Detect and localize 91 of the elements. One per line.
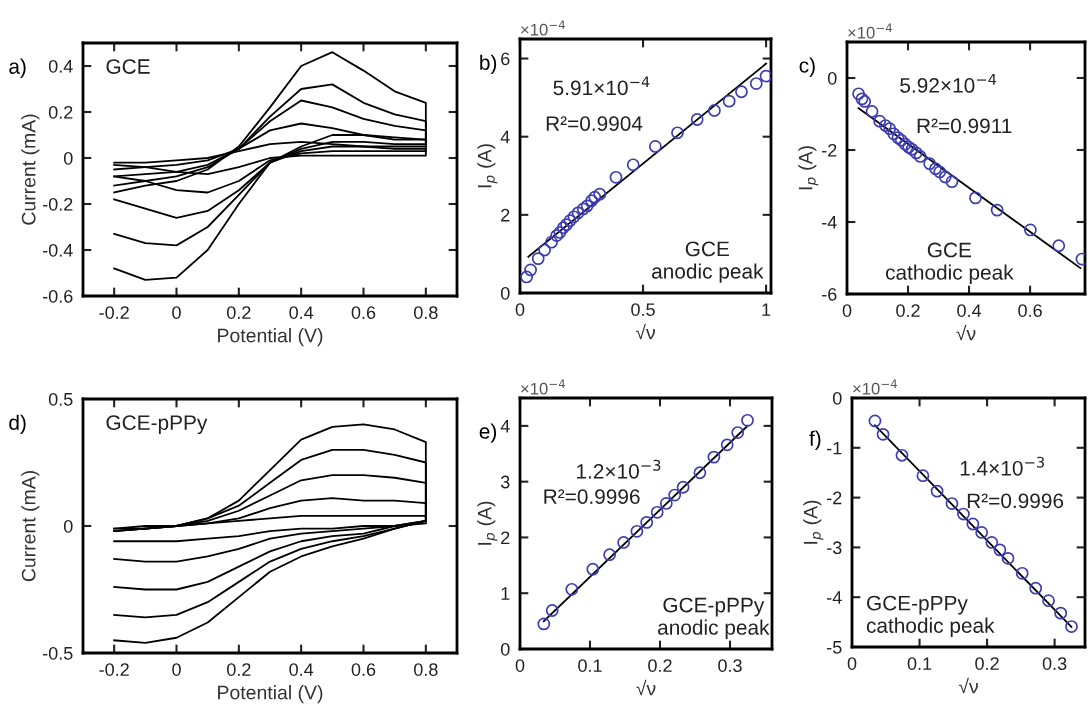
y-tick-label: 0 xyxy=(500,642,510,656)
y-tick-label: 0 xyxy=(63,519,73,533)
y-tick-label: -5 xyxy=(827,641,842,654)
annotation: GCE-pPPy cathodic peak xyxy=(866,595,995,638)
text: ×10$^{−4}$ xyxy=(853,379,897,395)
x-tick-label: 0.2 xyxy=(975,657,999,670)
x-tick-label: 0.2 xyxy=(896,304,920,317)
x-tick-label: 0 xyxy=(515,659,525,672)
text: ×10$^{−4}$ xyxy=(521,379,565,395)
y-tick-label: -6 xyxy=(822,287,837,301)
y-tick-label: -2 xyxy=(827,491,842,505)
y-tick-label: 6 xyxy=(501,52,510,66)
y-tick-label: 4 xyxy=(500,420,510,433)
x-axis-title: √ν xyxy=(635,323,655,340)
x-tick-label: 0.3 xyxy=(718,659,742,672)
x-tick-label: 0.6 xyxy=(351,663,376,676)
y-tick-label: -0.6 xyxy=(42,289,73,303)
x-axis-title: Potential (V) xyxy=(218,328,323,347)
y-tick-label: 0 xyxy=(827,71,837,85)
x-tick-label: 0.4 xyxy=(957,304,982,317)
x-tick-label: -0.2 xyxy=(99,663,129,676)
x-tick-label: 0.4 xyxy=(289,306,314,319)
x-tick-label: 0 xyxy=(172,663,181,676)
x-tick-label: 0.4 xyxy=(289,663,314,676)
annotation: R²=0.9996 xyxy=(967,493,1064,509)
y-tick-label: -4 xyxy=(827,591,842,604)
x-tick-label: 0 xyxy=(842,304,852,317)
x-axis-title: √ν xyxy=(958,677,978,694)
annotation: GCE-pPPy anodic peak xyxy=(658,597,770,639)
y-tick-label: 2 xyxy=(501,531,510,544)
x-tick-label: 0.2 xyxy=(648,659,672,672)
y-tick-label: -0.5 xyxy=(42,646,73,660)
y-axis-title: I$_{p}$ (A) xyxy=(477,501,498,545)
text: f) xyxy=(809,430,821,451)
y-axis-title: Current (mA) xyxy=(21,471,40,582)
text: a) xyxy=(9,58,26,78)
annotation: 1.4×10$^{−3}$ xyxy=(960,456,1045,476)
annotation: GCE cathodic peak xyxy=(885,242,1014,284)
text: ×10$^{−4}$ xyxy=(848,23,892,39)
y-tick-label: -2 xyxy=(822,143,837,157)
x-tick-label: -0.2 xyxy=(99,306,129,319)
annotation: GCE xyxy=(106,59,150,74)
x-tick-label: 0.5 xyxy=(631,303,655,316)
x-tick-label: 0.6 xyxy=(351,306,376,319)
text: b) xyxy=(480,54,497,75)
x-axis-title: √ν xyxy=(636,679,656,696)
annotation: R²=0.9904 xyxy=(546,116,643,131)
annotation: R²=0.9996 xyxy=(544,489,640,504)
text: e) xyxy=(479,423,497,443)
y-axis-title: I$_{p}$ (A) xyxy=(803,500,824,544)
y-tick-label: 1 xyxy=(501,587,510,600)
annotation: 1.2×10$^{−3}$ xyxy=(577,459,661,479)
x-tick-label: 0.2 xyxy=(226,306,251,319)
y-tick-label: 0.2 xyxy=(48,105,73,119)
y-tick-label: 0 xyxy=(500,286,510,300)
y-tick-label: 4 xyxy=(500,130,510,144)
text: c) xyxy=(799,57,815,77)
annotation: 5.92×10$^{−4}$ xyxy=(900,74,997,93)
x-tick-label: 0.3 xyxy=(1042,657,1067,670)
y-tick-label: 3 xyxy=(500,475,510,489)
x-axis-title: √ν xyxy=(956,324,976,341)
x-tick-label: 0.2 xyxy=(226,663,251,676)
x-tick-label: 0.1 xyxy=(907,657,932,670)
text: ×10$^{−4}$ xyxy=(521,20,565,36)
y-tick-label: 0 xyxy=(832,391,842,405)
y-tick-label: -0.4 xyxy=(42,243,73,257)
y-axis-title: I$_{p}$ (A) xyxy=(477,144,498,188)
x-axis-title: Potential (V) xyxy=(218,685,323,704)
x-tick-label: 0 xyxy=(172,306,181,319)
y-tick-label: 0 xyxy=(63,151,73,165)
annotation: GCE-pPPy xyxy=(106,415,208,435)
x-tick-label: 0 xyxy=(847,657,857,670)
x-tick-label: 0.8 xyxy=(413,663,438,676)
y-axis-title: Current (mA) xyxy=(21,114,40,225)
annotation: GCE anodic peak xyxy=(652,241,764,283)
x-tick-label: 0.8 xyxy=(413,306,438,319)
y-tick-label: -3 xyxy=(827,541,842,555)
y-tick-label: 0.5 xyxy=(48,392,73,406)
annotation: 5.91×10$^{−4}$ xyxy=(553,76,650,96)
y-tick-label: -0.2 xyxy=(42,197,73,211)
y-tick-label: -4 xyxy=(822,216,837,229)
x-tick-label: 0.6 xyxy=(1018,304,1042,317)
annotation: R²=0.9911 xyxy=(917,118,1012,134)
y-tick-label: -1 xyxy=(827,441,842,455)
x-tick-label: 1 xyxy=(762,303,771,316)
x-tick-label: 0.1 xyxy=(578,659,602,672)
text: d) xyxy=(9,414,26,435)
y-axis-title: I$_{p}$ (A) xyxy=(798,146,819,190)
x-tick-label: 0 xyxy=(515,303,525,316)
y-tick-label: 2 xyxy=(501,208,510,222)
y-tick-label: 0.4 xyxy=(48,59,73,73)
